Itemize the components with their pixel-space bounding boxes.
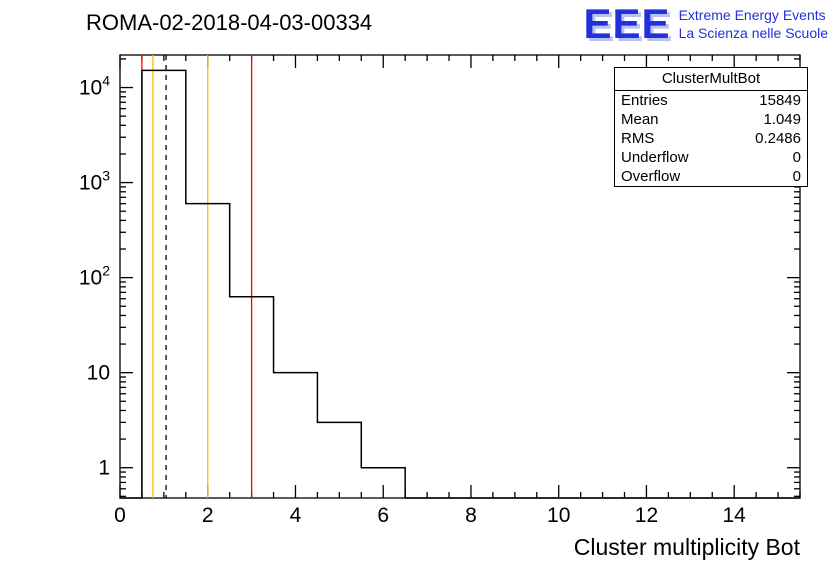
eee-logo-line2: La Scienza nelle Scuole (678, 25, 828, 41)
histogram-step-line (120, 69, 800, 499)
stats-label: Overflow (621, 168, 681, 185)
eee-logo: EEE Extreme Energy Events La Scienza nel… (583, 0, 828, 47)
stats-row-rms: RMS 0.2486 (615, 129, 807, 148)
x-tick-label: 14 (723, 504, 747, 527)
stats-value: 15849 (759, 92, 801, 109)
stats-label: Entries (621, 92, 668, 109)
x-tick-label: 6 (377, 504, 389, 527)
eee-logo-letters: EEE (583, 0, 671, 47)
y-tick-label: 1 (98, 457, 110, 480)
stats-row-underflow: Underflow 0 (615, 148, 807, 167)
stats-value: 0 (792, 149, 801, 166)
stats-value: 0.2486 (755, 130, 801, 147)
eee-logo-text: Extreme Energy Events La Scienza nelle S… (679, 6, 828, 42)
stats-box: ClusterMultBot Entries 15849 Mean 1.049 … (614, 67, 808, 187)
stats-box-title: ClusterMultBot (615, 68, 807, 91)
x-tick-label: 12 (635, 504, 658, 527)
stats-row-entries: Entries 15849 (615, 91, 807, 110)
stats-label: RMS (621, 130, 655, 147)
x-tick-label: 8 (465, 504, 477, 527)
stats-label: Underflow (621, 149, 689, 166)
stats-row-overflow: Overflow 0 (615, 167, 807, 186)
stats-value: 0 (792, 168, 801, 185)
y-tick-label: 104 (79, 73, 110, 100)
stats-value: 1.049 (763, 111, 801, 128)
x-tick-label: 10 (547, 504, 570, 527)
stats-label: Mean (621, 111, 659, 128)
x-tick-label: 2 (202, 504, 214, 527)
page-title: ROMA-02-2018-04-03-00334 (86, 10, 373, 35)
x-tick-label: 0 (114, 504, 126, 527)
y-tick-label: 102 (79, 263, 110, 290)
stats-row-mean: Mean 1.049 (615, 110, 807, 129)
x-axis-title: Cluster multiplicity Bot (573, 534, 800, 560)
eee-logo-line1: Extreme Energy Events (678, 7, 826, 23)
y-tick-label: 103 (79, 168, 110, 195)
y-tick-label: 10 (87, 362, 110, 385)
x-tick-label: 4 (290, 504, 302, 527)
